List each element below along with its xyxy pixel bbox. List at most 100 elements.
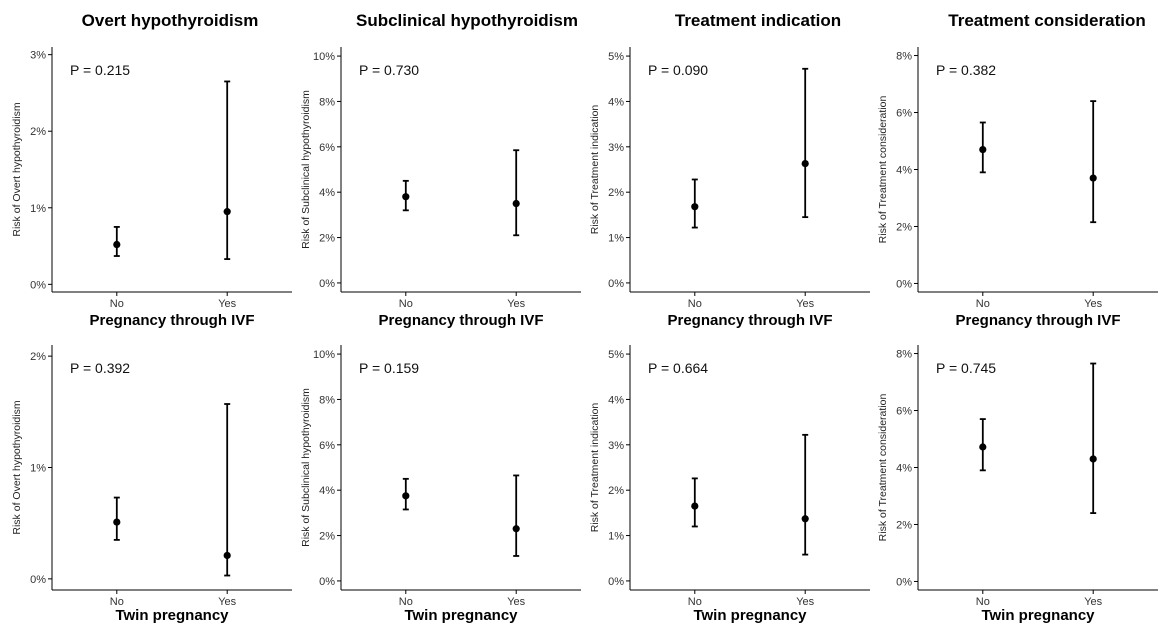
data-point bbox=[801, 160, 809, 168]
error-bar-yes bbox=[801, 67, 809, 219]
y-tick-label: 0% bbox=[319, 576, 335, 588]
y-tick-label: 2% bbox=[608, 187, 624, 199]
y-tick-label: 3% bbox=[608, 440, 624, 452]
column-title-overt: Overt hypothyroidism bbox=[82, 11, 259, 30]
data-point bbox=[1089, 455, 1097, 463]
x-tick-label: No bbox=[688, 596, 702, 608]
y-tick-label: 1% bbox=[30, 203, 46, 215]
data-point bbox=[223, 551, 231, 560]
p-value-annotation: P = 0.664 bbox=[648, 360, 708, 376]
x-axis-label: Twin pregnancy bbox=[693, 607, 807, 624]
y-tick-label: 2% bbox=[896, 221, 912, 233]
x-axis-label: Twin pregnancy bbox=[404, 607, 518, 624]
error-bar-yes bbox=[1089, 100, 1097, 224]
x-tick-label: No bbox=[976, 298, 990, 310]
error-bar-yes bbox=[801, 433, 809, 556]
y-axis-label: Risk of Subclinical hypothyroidism bbox=[300, 90, 312, 249]
y-tick-label: 10% bbox=[313, 51, 335, 63]
y-tick-label: 4% bbox=[608, 96, 624, 108]
y-axis-label: Risk of Treatment consideration bbox=[877, 394, 889, 542]
column-titles: Overt hypothyroidism Subclinical hypothy… bbox=[82, 11, 1146, 30]
column-title-subclinical: Subclinical hypothyroidism bbox=[356, 11, 578, 30]
y-tick-label: 4% bbox=[896, 463, 912, 475]
p-value-annotation: P = 0.215 bbox=[70, 62, 130, 78]
x-axis-label: Twin pregnancy bbox=[115, 607, 229, 624]
y-tick-label: 0% bbox=[608, 278, 624, 290]
y-tick-label: 6% bbox=[319, 440, 335, 452]
p-value-annotation: P = 0.159 bbox=[359, 360, 419, 376]
y-tick-label: 4% bbox=[896, 165, 912, 177]
y-tick-label: 4% bbox=[319, 187, 335, 199]
y-tick-label: 8% bbox=[896, 51, 912, 63]
x-tick-label: Yes bbox=[1084, 298, 1102, 310]
column-title-treatment-consideration: Treatment consideration bbox=[948, 11, 1145, 30]
y-tick-label: 2% bbox=[319, 531, 335, 543]
p-value-annotation: P = 0.392 bbox=[70, 360, 130, 376]
panel-7: 0% 1% 2% 3% 4% 5% No Yes P = 0.664 Twin pregnancy… bbox=[589, 345, 870, 624]
error-bar-no bbox=[402, 477, 410, 511]
error-bar-no bbox=[979, 418, 987, 472]
x-tick-label: Yes bbox=[507, 298, 525, 310]
x-tick-label: Yes bbox=[218, 298, 236, 310]
y-tick-label: 2% bbox=[896, 519, 912, 531]
y-tick-label: 0% bbox=[896, 278, 912, 290]
y-tick-label: 4% bbox=[319, 485, 335, 497]
y-tick-label: 5% bbox=[608, 349, 624, 361]
x-tick-label: Yes bbox=[1084, 596, 1102, 608]
y-tick-label: 1% bbox=[608, 531, 624, 543]
y-tick-label: 5% bbox=[608, 51, 624, 63]
x-tick-label: No bbox=[399, 596, 413, 608]
y-tick-label: 3% bbox=[30, 50, 46, 62]
error-bar-no bbox=[402, 179, 410, 212]
data-point bbox=[1089, 174, 1097, 182]
data-point bbox=[223, 208, 231, 216]
y-tick-label: 2% bbox=[319, 233, 335, 245]
panel-5: 0% 1% 2% No Yes P = 0.392 Twin pregnancy Risk o… bbox=[11, 345, 292, 624]
y-tick-label: 0% bbox=[30, 574, 46, 586]
p-value-annotation: P = 0.090 bbox=[648, 62, 708, 78]
data-point bbox=[691, 502, 699, 510]
error-bar-yes bbox=[223, 80, 231, 260]
panel-4: 0% 2% 4% 6% 8% No Yes P = 0.382 Pregnancy throug… bbox=[877, 47, 1158, 329]
y-tick-label: 6% bbox=[896, 108, 912, 120]
y-axis-label: Risk of Overt hypothyroidism bbox=[11, 400, 23, 534]
error-bar-no bbox=[979, 121, 987, 174]
x-tick-label: No bbox=[976, 596, 990, 608]
p-value-annotation: P = 0.730 bbox=[359, 62, 419, 78]
data-point bbox=[512, 199, 520, 208]
y-tick-label: 3% bbox=[608, 142, 624, 154]
data-point bbox=[512, 525, 520, 533]
x-axis-label: Pregnancy through IVF bbox=[955, 312, 1120, 329]
y-tick-label: 6% bbox=[896, 406, 912, 418]
y-tick-label: 0% bbox=[30, 279, 46, 291]
error-bar-yes bbox=[1089, 362, 1097, 514]
y-tick-label: 8% bbox=[896, 349, 912, 361]
y-tick-label: 8% bbox=[319, 96, 335, 108]
y-tick-label: 6% bbox=[319, 142, 335, 154]
x-axis-label: Pregnancy through IVF bbox=[378, 312, 543, 329]
data-point bbox=[402, 193, 410, 201]
y-tick-label: 0% bbox=[608, 576, 624, 588]
x-axis-label: Pregnancy through IVF bbox=[89, 312, 254, 329]
x-tick-label: Yes bbox=[218, 596, 236, 608]
x-tick-label: Yes bbox=[507, 596, 525, 608]
x-axis-label: Twin pregnancy bbox=[981, 607, 1095, 624]
data-point bbox=[979, 145, 987, 154]
data-point bbox=[801, 515, 809, 523]
y-axis-label: Risk of Treatment indication bbox=[589, 403, 601, 533]
data-point bbox=[113, 240, 121, 249]
y-tick-label: 2% bbox=[608, 485, 624, 497]
y-tick-label: 2% bbox=[30, 126, 46, 138]
x-tick-label: No bbox=[110, 298, 124, 310]
panel-8: 0% 2% 4% 6% 8% No Yes P = 0.745 Twin pregnancy Ri… bbox=[877, 345, 1158, 624]
error-bar-no bbox=[691, 477, 699, 528]
error-bar-no bbox=[113, 226, 121, 257]
y-tick-label: 0% bbox=[896, 576, 912, 588]
y-tick-label: 1% bbox=[30, 463, 46, 475]
p-value-annotation: P = 0.745 bbox=[936, 360, 996, 376]
p-value-annotation: P = 0.382 bbox=[936, 62, 996, 78]
error-bar-yes bbox=[223, 403, 231, 577]
y-tick-label: 2% bbox=[30, 351, 46, 363]
x-axis-label: Pregnancy through IVF bbox=[667, 312, 832, 329]
